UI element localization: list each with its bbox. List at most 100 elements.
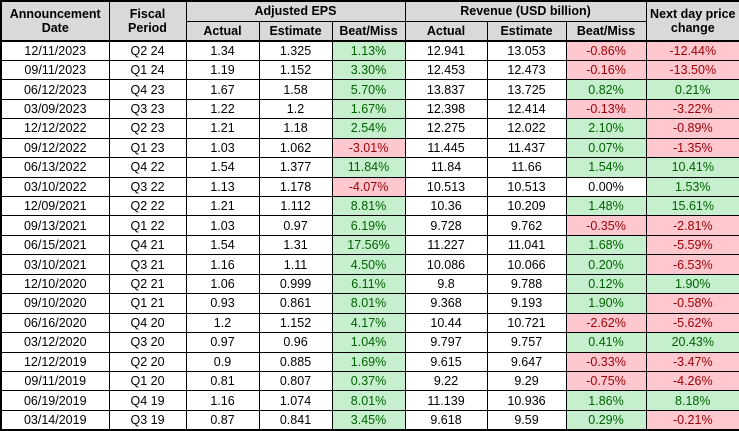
revenue-actual-cell: 9.368 [404, 293, 488, 314]
eps-estimate-cell: 1.112 [258, 195, 333, 217]
col-group-adjusted-eps: Adjusted EPS [185, 0, 406, 22]
eps-estimate-cell: 1.152 [258, 59, 333, 81]
subheader-revenue-beat-miss: Beat/Miss [565, 20, 647, 42]
subheader-revenue-actual: Actual [404, 20, 488, 42]
revenue-actual-cell: 10.086 [404, 254, 488, 275]
table-row: 09/13/2021 Q1 22 1.03 0.97 6.19% 9.728 9.762 -0… [0, 215, 739, 236]
col-header-fiscal-period: Fiscal Period [108, 0, 187, 42]
next-day-price-change-cell: -0.89% [645, 118, 739, 139]
revenue-beat-miss-cell: 0.00% [565, 176, 647, 198]
announcement-date-cell: 03/10/2022 [0, 176, 110, 198]
eps-actual-cell: 1.16 [185, 254, 260, 275]
table-row: 06/15/2021 Q4 21 1.54 1.31 17.56% 11.227 11.04… [0, 234, 739, 256]
revenue-estimate-cell: 11.66 [486, 157, 567, 178]
table-row: 12/12/2019 Q2 20 0.9 0.885 1.69% 9.615 9.647 -0… [0, 351, 739, 372]
fiscal-period-cell: Q1 23 [108, 137, 187, 159]
next-day-price-change-cell: 8.18% [645, 390, 739, 411]
revenue-estimate-cell: 13.053 [486, 39, 567, 61]
eps-beat-miss-cell: -3.01% [331, 137, 406, 159]
eps-beat-miss-cell: 1.69% [331, 351, 406, 372]
announcement-date-cell: 12/12/2019 [0, 351, 110, 372]
revenue-beat-miss-cell: -0.16% [565, 59, 647, 81]
next-day-price-change-cell: 1.90% [645, 273, 739, 295]
revenue-beat-miss-cell: 2.10% [565, 118, 647, 139]
fiscal-period-cell: Q3 21 [108, 254, 187, 275]
eps-beat-miss-cell: 8.01% [331, 390, 406, 411]
revenue-actual-cell: 10.513 [404, 176, 488, 198]
subheader-eps-actual: Actual [185, 20, 260, 42]
eps-estimate-cell: 1.58 [258, 79, 333, 100]
eps-estimate-cell: 0.841 [258, 409, 333, 431]
fiscal-period-cell: Q1 22 [108, 215, 187, 236]
fiscal-period-cell: Q3 22 [108, 176, 187, 198]
eps-actual-cell: 1.54 [185, 234, 260, 256]
fiscal-period-cell: Q2 22 [108, 195, 187, 217]
revenue-actual-cell: 9.797 [404, 332, 488, 353]
eps-actual-cell: 0.9 [185, 351, 260, 372]
next-day-price-change-cell: -2.81% [645, 215, 739, 236]
fiscal-period-cell: Q1 24 [108, 59, 187, 81]
revenue-actual-cell: 9.8 [404, 273, 488, 295]
eps-actual-cell: 0.97 [185, 332, 260, 353]
eps-beat-miss-cell: 17.56% [331, 234, 406, 256]
next-day-price-change-cell: -6.53% [645, 254, 739, 275]
eps-actual-cell: 0.81 [185, 370, 260, 392]
revenue-actual-cell: 12.275 [404, 118, 488, 139]
next-day-price-change-cell: -0.58% [645, 293, 739, 314]
revenue-actual-cell: 9.22 [404, 370, 488, 392]
eps-estimate-cell: 1.325 [258, 39, 333, 61]
eps-estimate-cell: 0.96 [258, 332, 333, 353]
revenue-actual-cell: 9.615 [404, 351, 488, 372]
announcement-date-cell: 09/10/2020 [0, 293, 110, 314]
eps-beat-miss-cell: 4.50% [331, 254, 406, 275]
eps-estimate-cell: 1.152 [258, 312, 333, 334]
eps-beat-miss-cell: 1.04% [331, 332, 406, 353]
table-row: 09/11/2019 Q1 20 0.81 0.807 0.37% 9.22 9.29 -0.… [0, 370, 739, 392]
announcement-date-cell: 03/10/2021 [0, 254, 110, 275]
next-day-price-change-cell: 0.21% [645, 79, 739, 100]
table-row: 09/11/2023 Q1 24 1.19 1.152 3.30% 12.453 12.47… [0, 59, 739, 81]
next-day-price-change-cell: 15.61% [645, 195, 739, 217]
revenue-actual-cell: 11.84 [404, 157, 488, 178]
revenue-estimate-cell: 11.437 [486, 137, 567, 159]
table-row: 12/10/2020 Q2 21 1.06 0.999 6.11% 9.8 9.788 0.1… [0, 273, 739, 295]
announcement-date-cell: 09/11/2019 [0, 370, 110, 392]
eps-actual-cell: 1.19 [185, 59, 260, 81]
fiscal-period-cell: Q3 23 [108, 98, 187, 120]
announcement-date-cell: 06/15/2021 [0, 234, 110, 256]
col-header-next-day-price-change: Next day price change [645, 0, 739, 42]
next-day-price-change-cell: -5.62% [645, 312, 739, 334]
eps-beat-miss-cell: 4.17% [331, 312, 406, 334]
eps-estimate-cell: 1.31 [258, 234, 333, 256]
table-row: 06/13/2022 Q4 22 1.54 1.377 11.84% 11.84 11.66… [0, 157, 739, 178]
revenue-beat-miss-cell: -0.86% [565, 39, 647, 61]
revenue-beat-miss-cell: 0.07% [565, 137, 647, 159]
fiscal-period-cell: Q2 20 [108, 351, 187, 372]
fiscal-period-cell: Q4 21 [108, 234, 187, 256]
eps-estimate-cell: 0.885 [258, 351, 333, 372]
revenue-estimate-cell: 9.788 [486, 273, 567, 295]
eps-actual-cell: 1.13 [185, 176, 260, 198]
eps-estimate-cell: 0.861 [258, 293, 333, 314]
eps-actual-cell: 1.2 [185, 312, 260, 334]
eps-beat-miss-cell: 6.11% [331, 273, 406, 295]
announcement-date-cell: 09/12/2022 [0, 137, 110, 159]
eps-beat-miss-cell: 11.84% [331, 157, 406, 178]
revenue-estimate-cell: 10.066 [486, 254, 567, 275]
revenue-actual-cell: 12.941 [404, 39, 488, 61]
revenue-beat-miss-cell: 1.90% [565, 293, 647, 314]
subheader-eps-beat-miss: Beat/Miss [331, 20, 406, 42]
revenue-actual-cell: 13.837 [404, 79, 488, 100]
table-row: 12/09/2021 Q2 22 1.21 1.112 8.81% 10.36 10.209… [0, 195, 739, 217]
table-row: 03/10/2021 Q3 21 1.16 1.11 4.50% 10.086 10.066… [0, 254, 739, 275]
fiscal-period-cell: Q2 23 [108, 118, 187, 139]
revenue-estimate-cell: 9.193 [486, 293, 567, 314]
eps-estimate-cell: 1.178 [258, 176, 333, 198]
revenue-beat-miss-cell: -0.33% [565, 351, 647, 372]
table-row: 06/19/2019 Q4 19 1.16 1.074 8.01% 11.139 10.93… [0, 390, 739, 411]
announcement-date-cell: 03/14/2019 [0, 409, 110, 431]
eps-actual-cell: 1.21 [185, 195, 260, 217]
eps-actual-cell: 1.22 [185, 98, 260, 120]
next-day-price-change-cell: -12.44% [645, 39, 739, 61]
